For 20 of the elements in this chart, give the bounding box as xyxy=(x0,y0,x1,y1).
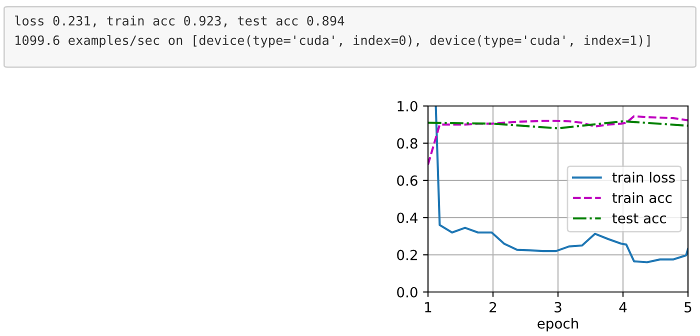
x-tick-label: 3 xyxy=(554,302,562,312)
legend-label: train loss xyxy=(612,172,675,183)
x-tick-label: 1 xyxy=(425,302,432,312)
legend-label: train acc xyxy=(612,192,672,204)
x-tick-label: 4 xyxy=(619,302,627,312)
line-series xyxy=(428,115,688,166)
y-tick-label: 0.6 xyxy=(397,175,418,186)
x-tick-label: 5 xyxy=(684,302,692,312)
legend-label: test acc xyxy=(612,213,666,224)
y-tick-label: 0.2 xyxy=(397,250,417,260)
x-tick-label: 2 xyxy=(490,302,496,312)
y-tick-label: 1.0 xyxy=(398,100,418,112)
y-tick-label: 0.4 xyxy=(397,212,418,224)
text: 1099.6 examples/sec on [device(type='cuda', index=0), device(type='cuda', index=1)] xyxy=(16,35,650,48)
y-tick-label: 0.0 xyxy=(397,286,418,298)
line-series xyxy=(434,106,688,264)
line-series xyxy=(428,120,688,130)
text: loss 0.231, train acc 0.923, test acc 0.894 xyxy=(15,16,344,28)
x-axis-title: epoch xyxy=(538,318,578,332)
y-tick-label: 0.8 xyxy=(397,138,418,149)
